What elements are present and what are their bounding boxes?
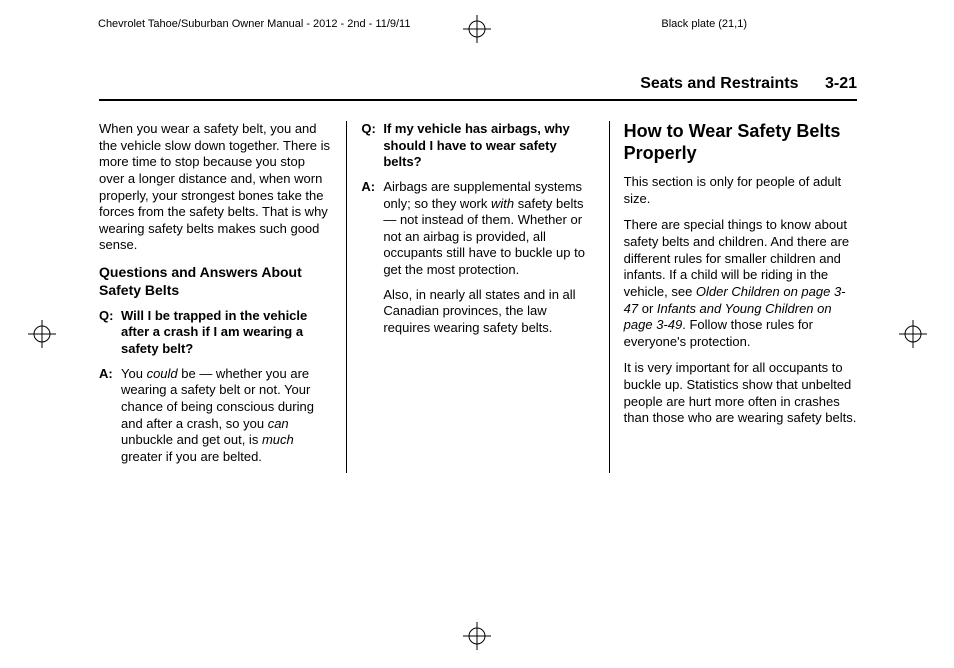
registration-mark-right-icon xyxy=(899,320,927,348)
a-label: A: xyxy=(361,179,383,337)
intro-paragraph: When you wear a safety belt, you and the… xyxy=(99,121,332,254)
column-2: Q: If my vehicle has airbags, why should… xyxy=(347,121,609,473)
registration-mark-top-icon xyxy=(463,15,491,43)
a2-text: Airbags are supplemental systems only; s… xyxy=(383,179,594,337)
column-3: How to Wear Safety Belts Properly This s… xyxy=(610,121,857,473)
q1-text: Will I be trapped in the vehicle after a… xyxy=(121,308,332,358)
qa-question-1: Q: Will I be trapped in the vehicle afte… xyxy=(99,308,332,358)
a1-text: You could be — whether you are wearing a… xyxy=(121,366,332,466)
registration-mark-left-icon xyxy=(28,320,56,348)
registration-mark-bottom-icon xyxy=(463,622,491,650)
chapter-title: Seats and Restraints xyxy=(640,75,798,92)
qa-question-2: Q: If my vehicle has airbags, why should… xyxy=(361,121,594,171)
qa-answer-1: A: You could be — whether you are wearin… xyxy=(99,366,332,466)
column-1: When you wear a safety belt, you and the… xyxy=(99,121,347,473)
qa-answer-2: A: Airbags are supplemental systems only… xyxy=(361,179,594,337)
col3-p2: There are special things to know about s… xyxy=(624,217,857,350)
section-title: How to Wear Safety Belts Properly xyxy=(624,121,857,164)
q-label: Q: xyxy=(99,308,121,358)
print-header-left: Chevrolet Tahoe/Suburban Owner Manual - … xyxy=(98,18,410,30)
q2-text: If my vehicle has airbags, why should I … xyxy=(383,121,594,171)
qa-subheading: Questions and Answers About Safety Belts xyxy=(99,264,332,300)
page-number: 3-21 xyxy=(825,75,857,92)
print-header-right: Black plate (21,1) xyxy=(661,18,747,30)
col3-p3: It is very important for all occupants t… xyxy=(624,360,857,427)
page-header: Seats and Restraints 3-21 xyxy=(99,75,857,101)
a-label: A: xyxy=(99,366,121,466)
col3-p1: This section is only for people of adult… xyxy=(624,174,857,207)
content-columns: When you wear a safety belt, you and the… xyxy=(99,121,857,473)
q-label: Q: xyxy=(361,121,383,171)
page-frame: Seats and Restraints 3-21 When you wear … xyxy=(99,75,857,473)
